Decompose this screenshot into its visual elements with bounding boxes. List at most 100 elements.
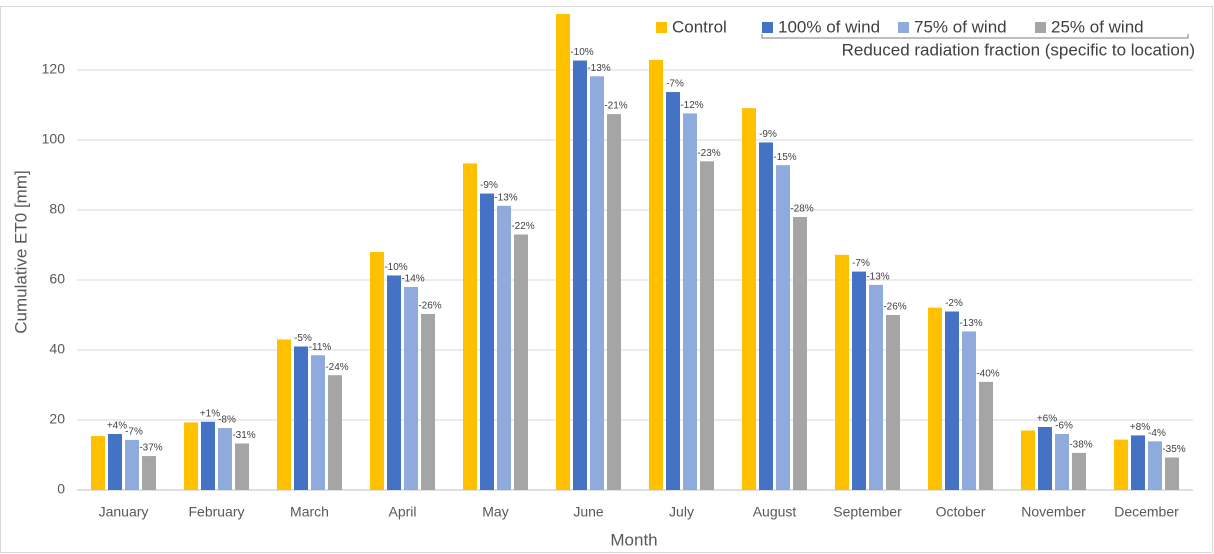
bar (573, 60, 587, 491)
value-label: -11% (309, 342, 332, 353)
y-tick-label: 20 (49, 411, 65, 427)
value-label: -38% (1069, 440, 1092, 451)
value-label: -13% (494, 192, 517, 203)
y-tick-label: 40 (49, 341, 65, 357)
bar (218, 428, 232, 490)
value-label: -28% (790, 204, 813, 215)
y-tick-label: 0 (57, 481, 65, 497)
value-label: -35% (1162, 444, 1185, 455)
legend-swatch (898, 22, 909, 33)
bar (328, 375, 342, 490)
bar (793, 217, 807, 490)
value-label: -37% (139, 443, 162, 454)
value-label: +1% (200, 408, 220, 419)
bar (649, 59, 663, 490)
bar (979, 381, 993, 490)
value-label: -22% (511, 221, 534, 232)
value-label: -7% (666, 79, 684, 90)
x-tick-label: August (753, 504, 797, 520)
bar (514, 234, 528, 490)
value-label: -7% (852, 258, 870, 269)
value-label: -8% (218, 415, 236, 426)
bar (387, 275, 401, 490)
x-tick-label: April (388, 504, 416, 520)
bar (1072, 452, 1086, 490)
y-tick-label: 100 (42, 131, 66, 147)
value-label: -9% (759, 129, 777, 140)
bar (666, 92, 680, 491)
legend-swatch (1035, 22, 1046, 33)
value-label: -24% (325, 362, 348, 373)
bar (700, 161, 714, 490)
x-axis-title: Month (610, 530, 657, 549)
bar (1148, 441, 1162, 490)
x-tick-label: October (936, 504, 986, 520)
legend-label: 75% of wind (914, 17, 1007, 36)
bar (1131, 435, 1145, 490)
value-label: -13% (587, 63, 610, 74)
value-label: -14% (401, 274, 424, 285)
bar (463, 163, 477, 490)
bar (1021, 430, 1035, 490)
bar (184, 422, 198, 490)
bar (421, 313, 435, 490)
bar (108, 434, 122, 490)
bar (852, 271, 866, 490)
value-label: +6% (1037, 414, 1057, 425)
x-tick-label: December (1114, 504, 1179, 520)
legend-label: 100% of wind (778, 17, 880, 36)
bar (759, 142, 773, 490)
legend-subtitle: Reduced radiation fraction (specific to … (842, 40, 1195, 59)
bar (370, 252, 384, 490)
value-label: -6% (1055, 421, 1073, 432)
bar (91, 436, 105, 490)
legend-bracket (761, 34, 1189, 39)
bar (776, 165, 790, 490)
bar (311, 355, 325, 490)
value-label: -15% (773, 152, 796, 163)
y-tick-label: 120 (42, 61, 66, 77)
bar (201, 421, 215, 490)
bar (886, 315, 900, 490)
x-tick-label: February (188, 504, 244, 520)
value-label: +8% (1130, 422, 1150, 433)
value-label: -13% (959, 318, 982, 329)
legend-label: 25% of wind (1051, 17, 1144, 36)
x-tick-label: May (482, 504, 508, 520)
value-label: -26% (418, 301, 441, 312)
bar (683, 113, 697, 491)
bar (835, 254, 849, 490)
value-label: -7% (125, 427, 143, 438)
bar (294, 346, 308, 490)
bar (556, 14, 570, 490)
bar (404, 287, 418, 490)
chart-frame (0, 6, 1213, 553)
value-label: +4% (107, 421, 127, 432)
value-label: -10% (570, 47, 593, 58)
bar (277, 339, 291, 490)
value-label: -26% (883, 302, 906, 313)
bar (590, 76, 604, 491)
x-tick-label: March (290, 504, 329, 520)
value-label: -5% (294, 333, 312, 344)
bar (945, 311, 959, 490)
y-tick-label: 80 (49, 201, 65, 217)
bar (742, 108, 756, 491)
bar (1038, 427, 1052, 490)
value-label: -4% (1148, 428, 1166, 439)
bar (1114, 439, 1128, 490)
value-label: -9% (480, 180, 498, 191)
value-label: -13% (866, 272, 889, 283)
value-label: -21% (604, 101, 627, 112)
value-label: -31% (232, 430, 255, 441)
value-label: -40% (976, 368, 999, 379)
bar (607, 114, 621, 490)
value-label: -23% (697, 148, 720, 159)
y-axis-title: Cumulative ET0 [mm] (11, 170, 30, 333)
bar (142, 456, 156, 490)
y-tick-label: 60 (49, 271, 65, 287)
x-tick-label: July (669, 504, 694, 520)
x-tick-label: June (573, 504, 604, 520)
legend-swatch (656, 22, 667, 33)
